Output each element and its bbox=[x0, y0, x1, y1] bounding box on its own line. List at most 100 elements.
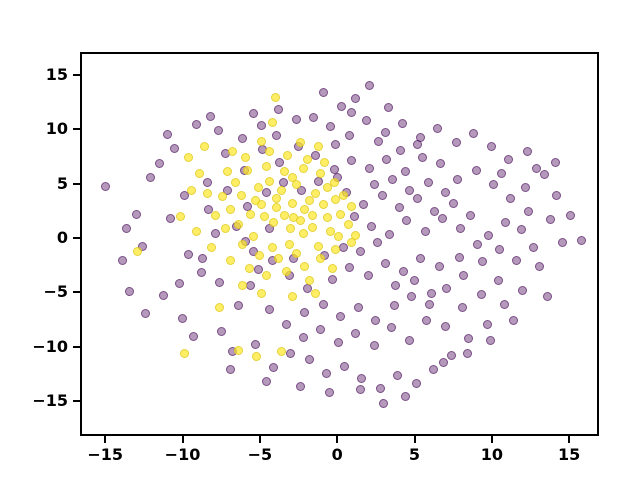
scatter-point bbox=[264, 147, 274, 157]
scatter-point bbox=[281, 267, 291, 277]
scatter-point bbox=[417, 152, 427, 162]
scatter-point bbox=[351, 329, 361, 339]
scatter-point bbox=[405, 185, 415, 195]
scatter-point bbox=[304, 355, 314, 365]
y-tick-label: −10 bbox=[32, 336, 68, 356]
scatter-point bbox=[399, 267, 409, 277]
scatter-point bbox=[261, 270, 271, 280]
scatter-point bbox=[300, 261, 310, 271]
scatter-point bbox=[518, 285, 528, 295]
scatter-point bbox=[289, 212, 299, 222]
scatter-point bbox=[535, 261, 545, 271]
x-tick-mark bbox=[413, 436, 416, 443]
scatter-point bbox=[496, 169, 506, 179]
scatter-point bbox=[389, 301, 399, 311]
scatter-point bbox=[145, 172, 155, 182]
scatter-point bbox=[462, 348, 472, 358]
scatter-point bbox=[238, 281, 248, 291]
scatter-point bbox=[314, 176, 324, 186]
scatter-point bbox=[385, 230, 395, 240]
scatter-point bbox=[468, 128, 478, 138]
scatter-point bbox=[250, 340, 260, 350]
scatter-point bbox=[253, 265, 263, 275]
scatter-point bbox=[187, 185, 197, 195]
scatter-point bbox=[165, 213, 175, 223]
scatter-point bbox=[300, 205, 310, 215]
scatter-point bbox=[345, 131, 355, 141]
scatter-point bbox=[440, 187, 450, 197]
scatter-point bbox=[242, 166, 252, 175]
scatter-point bbox=[482, 319, 492, 329]
scatter-point bbox=[521, 183, 531, 193]
scatter-point bbox=[292, 180, 302, 190]
scatter-point bbox=[221, 223, 231, 233]
scatter-point bbox=[566, 210, 576, 220]
scatter-point bbox=[346, 237, 356, 247]
scatter-point bbox=[493, 275, 503, 285]
scatter-point bbox=[261, 187, 271, 197]
scatter-point bbox=[326, 122, 336, 132]
scatter-point bbox=[427, 289, 437, 299]
scatter-point bbox=[184, 152, 194, 162]
scatter-point bbox=[191, 120, 201, 130]
scatter-point bbox=[314, 142, 324, 152]
scatter-point bbox=[133, 246, 143, 256]
scatter-point bbox=[335, 311, 345, 321]
x-tick-mark bbox=[258, 436, 261, 443]
scatter-point bbox=[355, 246, 365, 256]
scatter-point bbox=[495, 245, 505, 255]
scatter-point bbox=[286, 223, 296, 233]
scatter-point bbox=[558, 237, 568, 247]
scatter-point bbox=[215, 278, 225, 288]
scatter-point bbox=[244, 263, 254, 273]
scatter-point bbox=[334, 232, 344, 242]
scatter-point bbox=[377, 191, 387, 201]
scatter-point bbox=[287, 172, 297, 182]
scatter-point bbox=[267, 243, 277, 253]
scatter-point bbox=[259, 211, 269, 221]
scatter-point bbox=[433, 123, 443, 133]
scatter-point bbox=[363, 270, 373, 280]
scatter-point bbox=[543, 292, 552, 302]
scatter-point bbox=[505, 194, 515, 204]
scatter-point bbox=[311, 150, 321, 160]
scatter-point bbox=[478, 257, 488, 267]
scatter-point bbox=[249, 232, 259, 242]
scatter-point bbox=[380, 127, 390, 137]
scatter-point bbox=[307, 210, 317, 220]
scatter-point bbox=[210, 229, 220, 239]
scatter-point bbox=[273, 254, 283, 264]
scatter-point bbox=[343, 220, 353, 230]
scatter-point bbox=[338, 191, 348, 201]
scatter-point bbox=[218, 192, 228, 202]
scatter-point bbox=[199, 142, 209, 152]
scatter-point bbox=[485, 335, 495, 345]
scatter-point bbox=[315, 324, 325, 334]
scatter-point bbox=[501, 218, 511, 228]
scatter-point bbox=[346, 108, 356, 118]
scatter-point bbox=[413, 194, 423, 204]
scatter-point bbox=[351, 231, 361, 241]
scatter-point bbox=[331, 139, 341, 149]
scatter-point bbox=[371, 316, 381, 326]
scatter-point bbox=[464, 333, 474, 343]
scatter-point bbox=[394, 203, 404, 213]
scatter-point bbox=[323, 183, 333, 193]
y-tick-mark bbox=[73, 345, 80, 348]
scatter-point bbox=[174, 279, 184, 289]
scatter-point bbox=[315, 254, 325, 264]
y-tick-label: 10 bbox=[45, 119, 68, 139]
scatter-point bbox=[215, 303, 225, 313]
scatter-point bbox=[413, 139, 423, 149]
scatter-point bbox=[354, 303, 364, 313]
scatter-point bbox=[246, 281, 256, 291]
scatter-point bbox=[397, 119, 407, 129]
scatter-point bbox=[286, 348, 296, 358]
y-tick-label: 0 bbox=[56, 228, 68, 247]
scatter-point bbox=[456, 223, 466, 233]
scatter-point bbox=[358, 199, 368, 209]
scatter-point bbox=[195, 169, 205, 179]
scatter-point bbox=[117, 256, 127, 266]
y-tick-mark bbox=[73, 182, 80, 185]
